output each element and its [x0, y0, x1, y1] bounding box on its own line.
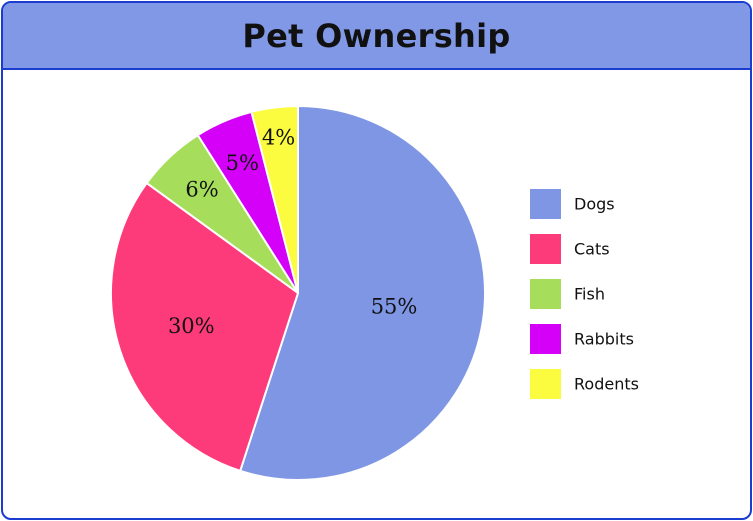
- slice-label-cats: 30%: [168, 314, 215, 338]
- slice-labels: 55% 30% 6% 5%4%: [168, 126, 417, 339]
- pie-slice-rodents: [250, 104, 299, 294]
- legend-swatch-dogs: [530, 189, 561, 219]
- pie-slice-cats: [110, 181, 300, 473]
- legend-swatch-fish: [530, 279, 561, 309]
- legend-label-rodents: Rodents: [574, 375, 639, 394]
- legend-swatch-rodents: [530, 369, 561, 399]
- legend: Dogs Cats Fish Rabbits Rodents: [530, 189, 639, 399]
- slice-label-rodents: 4%: [262, 126, 295, 150]
- legend-swatch-cats: [530, 234, 561, 264]
- legend-label-cats: Cats: [574, 240, 610, 259]
- slice-label-dogs: 55%: [371, 295, 418, 319]
- legend-label-rabbits: Rabbits: [574, 330, 634, 349]
- legend-label-dogs: Dogs: [574, 195, 615, 214]
- pie-slices: [110, 104, 486, 481]
- legend-swatch-rabbits: [530, 324, 561, 354]
- slice-label-rabbits: 5%: [226, 151, 259, 175]
- slice-label-fish: 6%: [185, 177, 218, 201]
- legend-label-fish: Fish: [574, 285, 605, 304]
- chart-header: Pet Ownership: [3, 3, 750, 70]
- chart-title: Pet Ownership: [242, 16, 511, 55]
- pie-slice-dogs: [238, 104, 486, 481]
